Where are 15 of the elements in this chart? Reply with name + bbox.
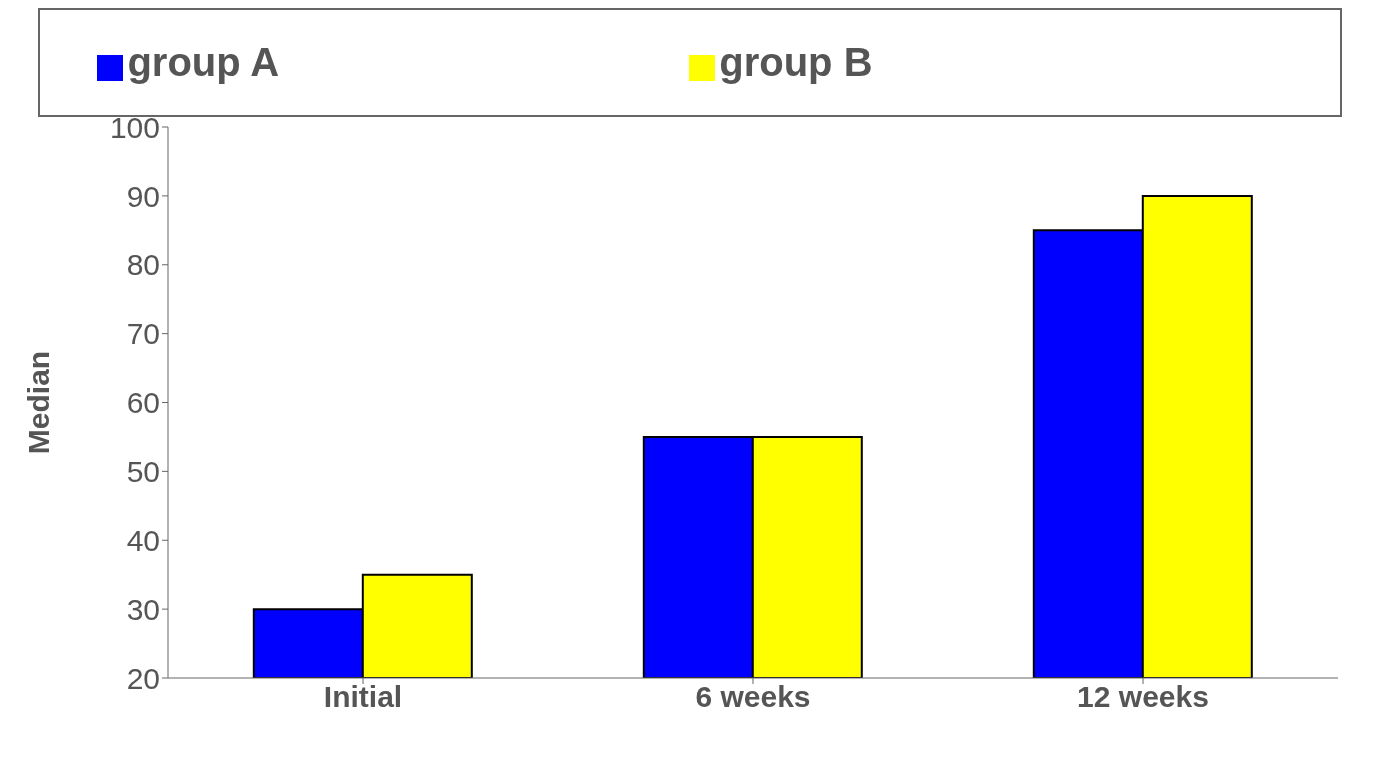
y-tick-label: 30 — [126, 592, 160, 626]
legend-label: group B — [719, 40, 873, 84]
y-tick-label: 50 — [126, 455, 160, 489]
y-axis-title: Median — [21, 350, 55, 455]
y-tick-label: 60 — [126, 386, 160, 420]
y-tick-label: 40 — [126, 523, 160, 557]
y-tick-label: 100 — [109, 110, 160, 144]
y-tick-label: 80 — [126, 248, 160, 282]
legend-label: group A — [127, 40, 280, 84]
x-tick-label: 12 weeks — [1077, 680, 1209, 714]
x-tick-label: Initial — [323, 680, 403, 714]
y-tick-label: 90 — [126, 179, 160, 213]
y-tick-label: 20 — [126, 661, 160, 695]
x-tick-label: 6 weeks — [695, 680, 811, 714]
y-tick-label: 70 — [126, 317, 160, 351]
